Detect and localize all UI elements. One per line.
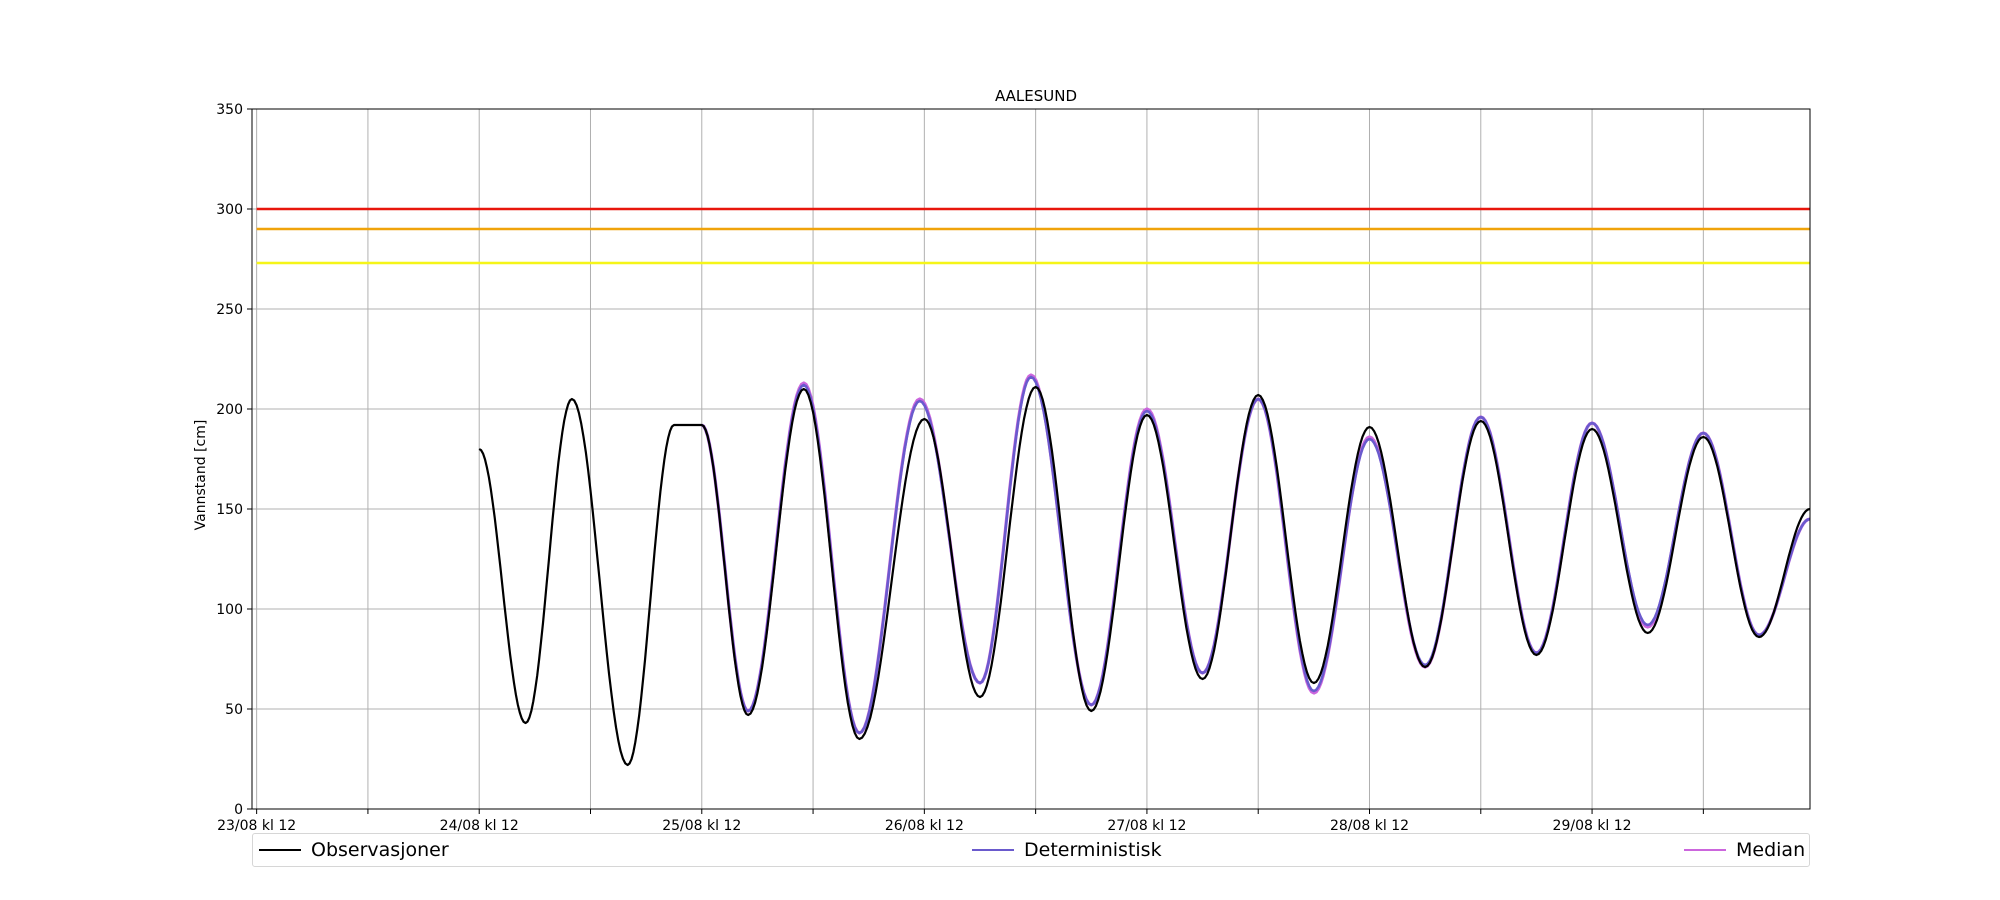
legend-item-median: Median bbox=[1684, 834, 1805, 866]
x-tick-label: 29/08 kl 12 bbox=[1553, 818, 1632, 834]
y-tick-label: 100 bbox=[216, 602, 243, 618]
y-tick-label: 300 bbox=[216, 202, 243, 218]
legend-swatch-observasjoner bbox=[259, 849, 301, 851]
legend-label-median: Median bbox=[1736, 839, 1806, 861]
x-tick-label: 26/08 kl 12 bbox=[885, 818, 964, 834]
legend: Observasjoner Deterministisk Median bbox=[252, 833, 1810, 867]
y-tick-label: 250 bbox=[216, 302, 243, 318]
series-line-observasjoner bbox=[478, 385, 1811, 767]
legend-item-observasjoner: Observasjoner bbox=[259, 834, 449, 866]
legend-swatch-deterministisk bbox=[972, 849, 1014, 851]
y-tick-label: 350 bbox=[216, 102, 243, 118]
x-tick-label: 24/08 kl 12 bbox=[440, 818, 519, 834]
series-line-deterministisk bbox=[701, 375, 1811, 735]
legend-swatch-median bbox=[1684, 849, 1726, 851]
x-tick-label: 28/08 kl 12 bbox=[1330, 818, 1409, 834]
x-tick-label: 23/08 kl 12 bbox=[217, 818, 296, 834]
legend-label-deterministisk: Deterministisk bbox=[1024, 839, 1162, 861]
y-tick-label: 150 bbox=[216, 502, 243, 518]
series-lines bbox=[478, 373, 1811, 767]
legend-item-deterministisk: Deterministisk bbox=[972, 834, 1162, 866]
chart-title: AALESUND bbox=[995, 87, 1077, 105]
y-axis-label: Vannstand [cm] bbox=[193, 420, 209, 531]
plot-area-frame bbox=[251, 108, 1811, 810]
y-tick-label: 0 bbox=[234, 802, 243, 818]
legend-label-observasjoner: Observasjoner bbox=[311, 839, 449, 861]
x-tick-label: 25/08 kl 12 bbox=[662, 818, 741, 834]
axes: 23/08 kl 12 24/08 kl 12 25/08 kl 12 26/08 k… bbox=[216, 102, 1704, 834]
x-tick-label: 27/08 kl 12 bbox=[1107, 818, 1186, 834]
series-line-median bbox=[700, 373, 1811, 735]
y-tick-label: 200 bbox=[216, 402, 243, 418]
threshold-lines bbox=[256, 207, 1810, 265]
y-tick-label: 50 bbox=[225, 702, 243, 718]
